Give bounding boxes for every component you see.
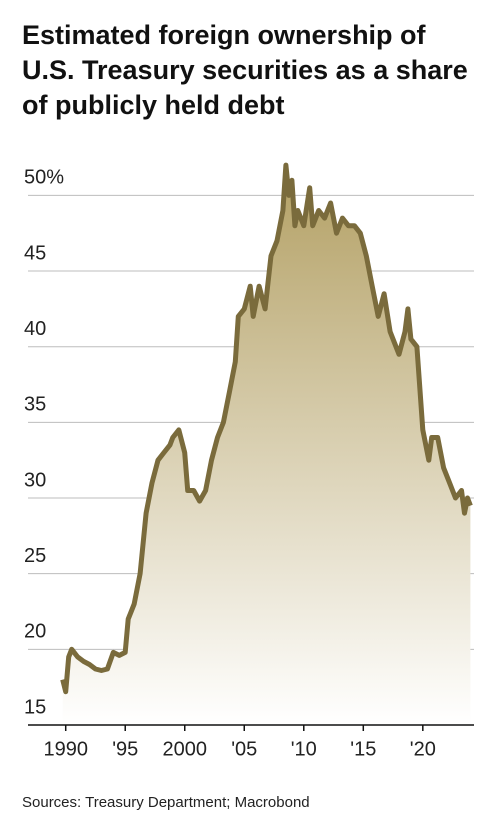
x-tick-label: '15 <box>350 738 376 760</box>
line <box>60 162 473 695</box>
y-tick-label: 15 <box>24 696 46 718</box>
area-fill <box>62 165 471 726</box>
x-tick-label: '05 <box>231 738 257 760</box>
y-tick-label: 30 <box>24 469 46 491</box>
x-tick-label: '95 <box>112 738 138 760</box>
y-tick-label: 45 <box>24 242 46 264</box>
x-tick-label: '20 <box>410 738 436 760</box>
y-tick-label: 50% <box>24 167 64 189</box>
y-tick-label: 40 <box>24 318 46 340</box>
x-tick-label: 2000 <box>162 738 207 760</box>
y-tick-label: 20 <box>24 621 46 643</box>
chart-title: Estimated foreign ownership of U.S. Trea… <box>22 20 468 120</box>
y-tick-label: 35 <box>24 394 46 416</box>
x-tick-label: '10 <box>291 738 317 760</box>
y-tick-label: 25 <box>24 545 46 567</box>
x-tick-label: 1990 <box>43 738 88 760</box>
source-note: Sources: Treasury Department; Macrobond <box>22 794 310 811</box>
